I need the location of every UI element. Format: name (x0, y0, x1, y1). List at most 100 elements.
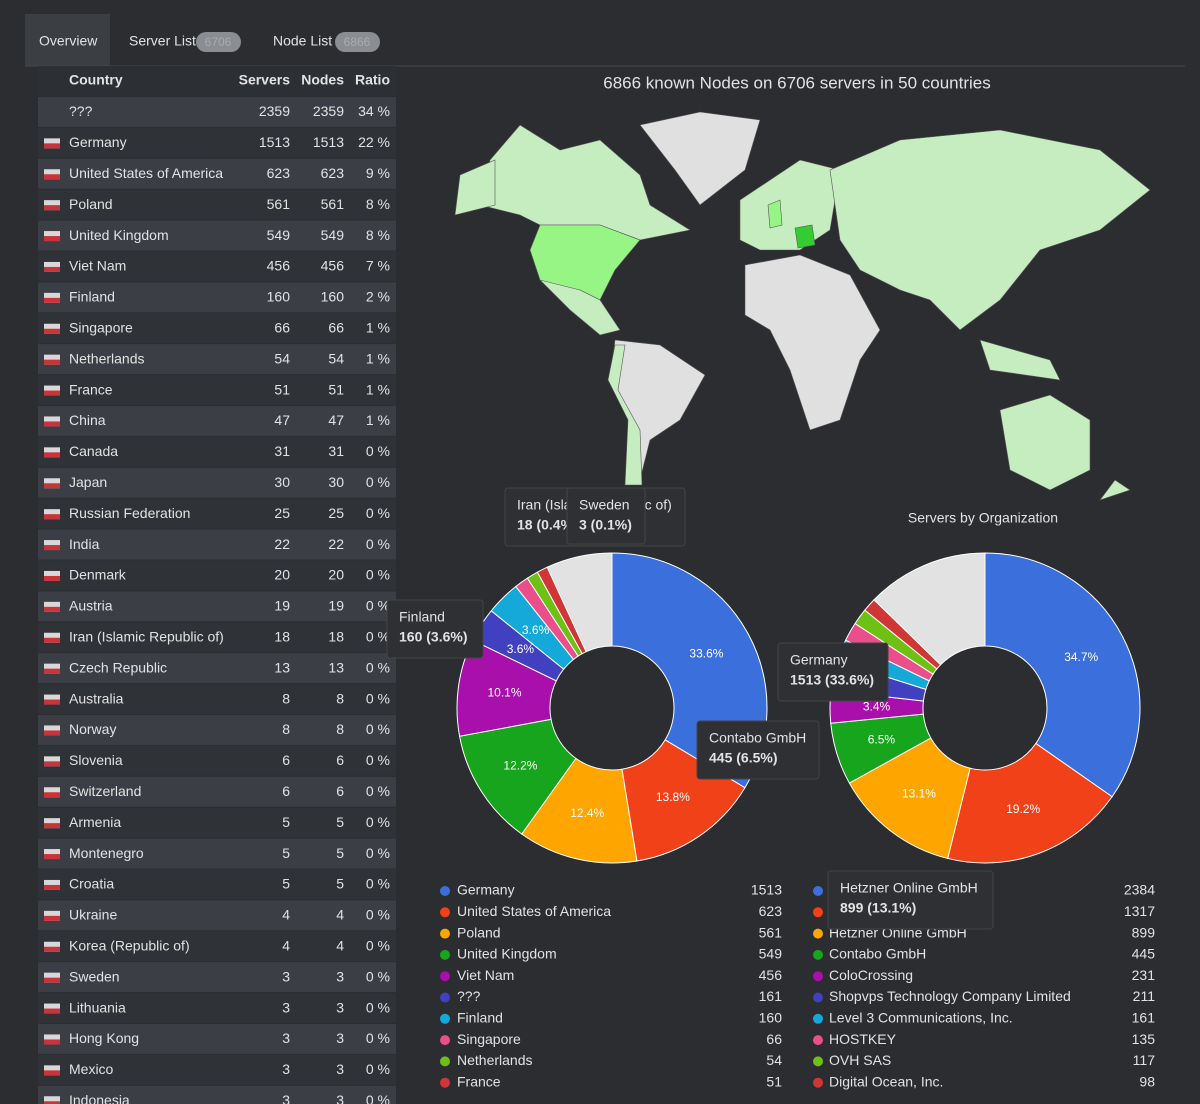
tab[interactable]: Overview (39, 33, 98, 49)
legend-dot (440, 1035, 450, 1046)
legend-value: 51 (766, 1073, 782, 1089)
cell: 66 (328, 319, 344, 335)
cell: 2359 (259, 103, 290, 119)
flag-stripe (44, 421, 60, 427)
flag-stripe (44, 823, 60, 829)
cell: 13 (274, 659, 290, 675)
cell: ??? (69, 103, 93, 119)
legend-value: 135 (1132, 1031, 1156, 1047)
cell: 5 (282, 876, 290, 892)
cell: 3 (282, 999, 290, 1015)
cell: 0 % (366, 876, 390, 892)
legend-value: 160 (759, 1010, 783, 1026)
legend-value: 211 (1133, 988, 1156, 1004)
flag-stripe (44, 205, 60, 211)
slice-label: 3.6% (507, 642, 535, 656)
slice-label: 12.4% (570, 806, 604, 820)
map-title: 6866 known Nodes on 6706 servers in 50 c… (603, 73, 990, 92)
cell: Norway (69, 721, 116, 737)
table-row (38, 1024, 396, 1054)
cell: 456 (321, 258, 345, 274)
legend-dot (813, 992, 823, 1003)
tooltip-value: 18 (0.4%) (517, 517, 578, 533)
cell: 0 % (366, 659, 390, 675)
cell: 19 (328, 598, 344, 614)
column-header: Country (69, 72, 123, 88)
column-header: Servers (239, 72, 291, 88)
tooltip: Hetzner Online GmbH 899 (13.1%) (827, 870, 994, 930)
flag-stripe (44, 545, 60, 551)
legend-dot (813, 1035, 823, 1046)
legend-label: Viet Nam (457, 967, 514, 983)
cell: 1 % (366, 412, 390, 428)
cell: Poland (69, 196, 113, 212)
legend-value: 2384 (1124, 882, 1155, 898)
cell: 6 (282, 752, 290, 768)
active-tab[interactable] (25, 14, 110, 66)
cell: 0 % (366, 1092, 390, 1104)
cell: China (69, 412, 106, 428)
cell: Iran (Islamic Republic of) (69, 628, 224, 644)
cell: 0 % (366, 474, 390, 490)
cell: 4 (282, 937, 290, 953)
legend-dot (440, 1056, 450, 1067)
legend-value: 549 (759, 946, 783, 962)
cell: Canada (69, 443, 118, 459)
flag-stripe (44, 174, 60, 180)
cell: 9 % (366, 165, 390, 181)
legend-value: 456 (759, 967, 783, 983)
cell: 0 % (366, 937, 390, 953)
cell: 8 % (366, 196, 390, 212)
legend-dot (813, 928, 823, 939)
donut-slice (947, 742, 1113, 864)
legend-value: 561 (759, 924, 783, 940)
legend-label: HOSTKEY (829, 1031, 897, 1047)
cell: Australia (69, 690, 124, 706)
cell: 0 % (366, 567, 390, 583)
slice-label: 3.6% (522, 623, 550, 637)
legend-dot (813, 949, 823, 960)
table-row (38, 406, 396, 436)
legend-label: Level 3 Communications, Inc. (829, 1010, 1013, 1026)
legend-dot (440, 949, 450, 960)
legend-label: OVH SAS (829, 1052, 891, 1068)
cell: 0 % (366, 752, 390, 768)
table-row (38, 715, 396, 745)
flag-stripe (44, 1101, 60, 1104)
tooltip-value: 160 (3.6%) (399, 629, 467, 645)
cell: 3 (282, 1030, 290, 1046)
legend-dot (440, 907, 450, 918)
badge-text: 6866 (344, 35, 371, 49)
legend-dot (813, 907, 823, 918)
cell: 54 (328, 350, 344, 366)
flag-stripe (44, 1070, 60, 1076)
table-row (38, 931, 396, 962)
table-row (38, 900, 396, 931)
slice-label: 13.8% (656, 790, 690, 804)
cell: 160 (267, 289, 291, 305)
legend-value: 231 (1132, 967, 1156, 983)
table-row (38, 498, 396, 529)
legend-dot (813, 971, 823, 982)
flag-stripe (44, 297, 60, 303)
cell: 8 % (366, 227, 390, 243)
cell: 0 % (366, 845, 390, 861)
cell: 0 % (366, 536, 390, 552)
table-row (38, 529, 396, 560)
legend-value: 623 (759, 903, 783, 919)
flag-stripe (44, 575, 60, 581)
legend-value: 161 (1132, 1010, 1156, 1026)
tab[interactable]: Node List (273, 33, 332, 49)
cell: 22 (328, 536, 344, 552)
cell: 1 % (366, 319, 390, 335)
slice-label: 10.1% (487, 686, 521, 700)
legend-label: Digital Ocean, Inc. (829, 1073, 943, 1089)
flag-stripe (44, 328, 60, 334)
tooltip: Sweden 3 (0.1%) (566, 487, 646, 545)
tab[interactable]: Server List (129, 33, 196, 49)
cell: Indonesia (69, 1092, 130, 1104)
legend-dot (440, 992, 450, 1003)
cell: 3 (336, 968, 344, 984)
cell: 8 (282, 690, 290, 706)
